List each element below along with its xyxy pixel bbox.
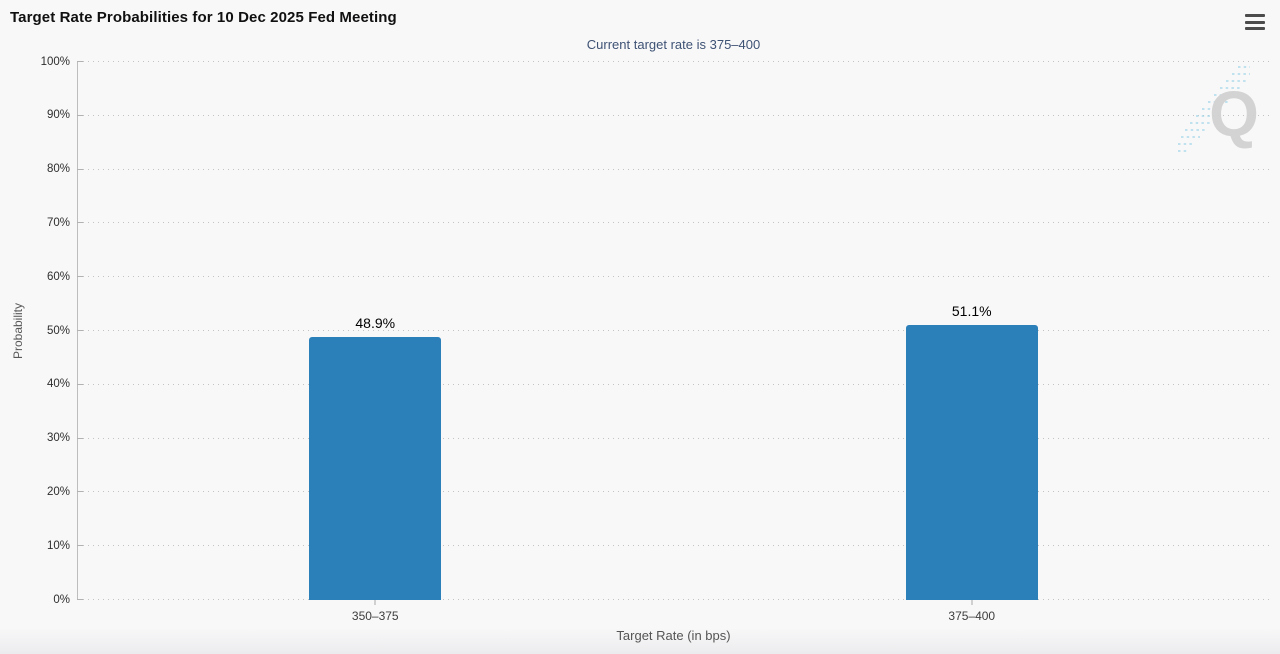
y-tick-mark [77, 330, 83, 331]
y-gridline [78, 491, 1270, 493]
y-gridline [78, 222, 1270, 224]
watermark-q-letter: Q [1209, 78, 1259, 150]
hamburger-menu-icon [1245, 20, 1265, 24]
y-gridline [78, 383, 1270, 385]
y-tick-mark [77, 114, 83, 116]
y-tick-mark [77, 276, 83, 278]
x-tick-mark [971, 600, 973, 605]
y-tick-label: 0% [53, 593, 70, 606]
y-axis-title: Probability [11, 302, 25, 360]
y-gridline [78, 437, 1270, 439]
y-gridline [78, 276, 1270, 278]
y-gridline [78, 599, 1270, 600]
y-tick-label: 20% [46, 485, 70, 498]
y-tick-label: 100% [40, 55, 70, 68]
page-title: Target Rate Probabilities for 10 Dec 202… [10, 9, 397, 26]
y-tick-label: 90% [46, 109, 70, 122]
x-tick-label: 350–375 [351, 609, 399, 623]
y-tick-label: 30% [46, 432, 70, 445]
y-gridline [78, 61, 1270, 62]
y-tick-label: 70% [46, 216, 70, 229]
bar-375–400[interactable] [905, 325, 1038, 600]
y-gridline [78, 168, 1270, 170]
quikstrike-q-logo-watermark: Q [1178, 66, 1259, 152]
y-tick-label: 10% [46, 539, 70, 552]
y-gridline [78, 330, 1270, 331]
y-tick-label: 50% [46, 324, 70, 337]
y-tick-label: 80% [46, 163, 70, 176]
y-tick-mark [77, 222, 83, 224]
x-tick-mark [374, 600, 376, 605]
y-tick-label: 60% [46, 270, 70, 283]
plot-area: 0% 10% 20% 30% 40% 50% 60% 70% 80% 90% 100% 48.9% 35… [41, 56, 1270, 623]
y-axis-line [77, 62, 78, 600]
bar-350–375[interactable] [309, 336, 442, 600]
y-tick-mark [77, 545, 83, 547]
y-tick-label: 40% [46, 378, 70, 391]
y-tick-mark [77, 168, 83, 170]
chart-menu-button[interactable] [1245, 14, 1265, 30]
y-gridline [78, 114, 1270, 116]
y-tick-mark [77, 61, 83, 62]
x-axis-title: Target Rate (in bps) [616, 628, 731, 643]
y-tick-mark [77, 599, 83, 600]
watermark-swoosh-icon [1178, 66, 1250, 152]
hamburger-menu-icon [1245, 14, 1265, 17]
y-gridline [78, 545, 1270, 547]
x-tick-label: 375–400 [948, 609, 996, 623]
y-tick-mark [77, 491, 83, 493]
chart-subtitle: Current target rate is 375–400 [586, 37, 761, 52]
bar-value-label: 48.9% [355, 314, 396, 331]
y-tick-mark [77, 383, 83, 385]
y-tick-mark [77, 437, 83, 439]
bar-value-label: 51.1% [951, 303, 992, 320]
hamburger-menu-icon [1245, 27, 1265, 30]
